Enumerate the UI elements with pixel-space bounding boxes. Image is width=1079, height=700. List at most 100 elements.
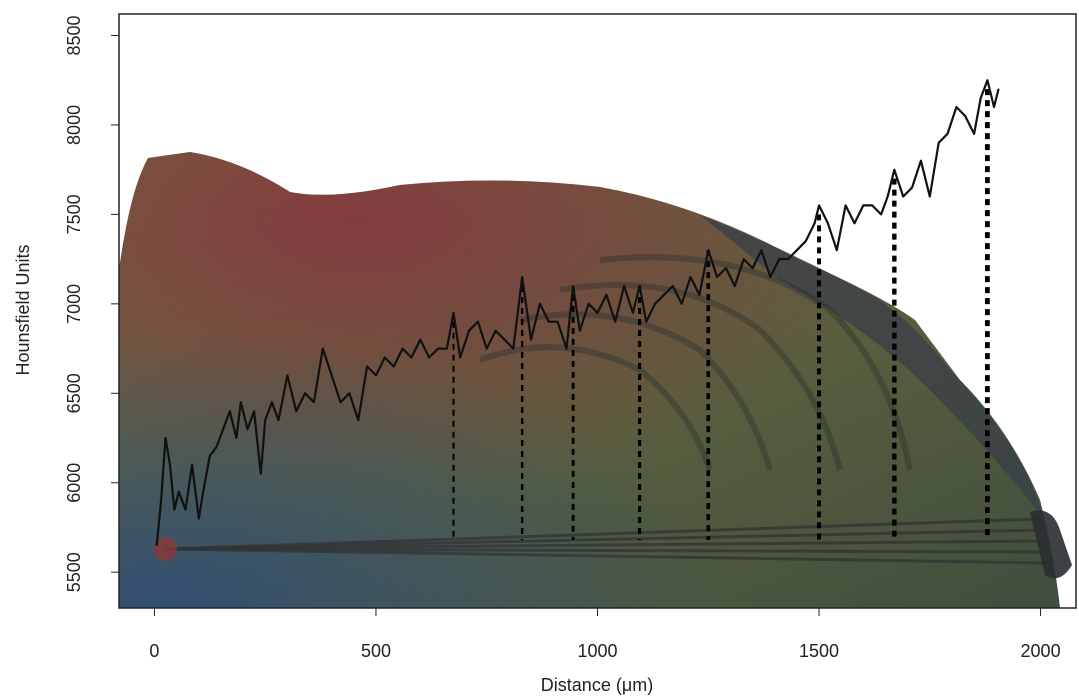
scan-end-marker — [1030, 510, 1072, 579]
data-point — [886, 195, 889, 198]
x-tick-label: 2000 — [1021, 641, 1061, 661]
data-point — [419, 338, 422, 341]
data-point — [437, 347, 439, 350]
data-point — [375, 374, 377, 377]
data-point — [494, 329, 497, 332]
data-point — [979, 97, 982, 99]
data-point — [725, 267, 727, 269]
data-point — [264, 419, 267, 421]
data-point — [271, 401, 273, 404]
data-point — [596, 311, 599, 314]
data-point — [862, 204, 865, 207]
data-point — [973, 133, 975, 135]
data-point — [197, 517, 200, 520]
data-point — [295, 410, 298, 412]
data-point — [521, 276, 523, 278]
data-point — [348, 392, 351, 395]
data-point — [911, 186, 913, 189]
data-point — [202, 490, 204, 493]
data-point — [672, 285, 674, 287]
data-point — [253, 410, 255, 412]
data-point — [286, 374, 289, 377]
x-tick-label: 1000 — [577, 641, 617, 661]
data-point — [184, 508, 187, 511]
data-point — [578, 329, 581, 332]
y-tick-label: 8500 — [64, 15, 84, 55]
x-tick-label: 0 — [149, 641, 159, 661]
data-point — [191, 464, 193, 466]
data-point — [209, 455, 211, 457]
data-point — [246, 428, 249, 430]
data-point — [547, 320, 550, 323]
y-tick-label: 6000 — [64, 463, 84, 503]
data-point — [813, 222, 816, 225]
data-point — [605, 294, 608, 296]
data-point — [164, 437, 167, 439]
data-point — [751, 267, 754, 269]
data-point — [928, 195, 931, 198]
data-point — [428, 356, 430, 359]
data-point — [384, 356, 386, 359]
data-point — [920, 159, 922, 162]
data-point — [169, 464, 171, 466]
data-point — [645, 320, 648, 323]
data-point — [173, 508, 176, 511]
data-point — [228, 410, 231, 412]
data-point — [330, 374, 333, 377]
data-point — [452, 311, 455, 314]
data-point — [401, 347, 404, 350]
data-point — [556, 320, 559, 323]
data-point — [893, 168, 896, 171]
y-tick-label: 8000 — [64, 105, 84, 145]
data-point — [787, 258, 789, 260]
data-point — [654, 303, 656, 305]
data-point — [986, 79, 989, 81]
data-point — [955, 106, 958, 108]
data-point — [844, 204, 847, 207]
data-point — [769, 276, 772, 278]
y-tick-label: 5500 — [64, 552, 84, 592]
data-point — [707, 249, 710, 251]
data-point — [313, 401, 315, 404]
data-point — [871, 204, 873, 207]
background-image — [119, 152, 1072, 608]
y-tick-label: 7000 — [64, 284, 84, 324]
data-point — [277, 419, 280, 421]
data-point — [339, 401, 342, 404]
data-point — [485, 347, 488, 350]
data-point — [235, 437, 238, 439]
data-point — [778, 258, 780, 260]
data-point — [993, 106, 995, 108]
data-point — [259, 473, 262, 475]
data-point — [240, 401, 242, 404]
data-point — [760, 249, 763, 251]
data-point — [614, 320, 617, 323]
data-point — [716, 276, 718, 278]
data-point — [539, 303, 541, 305]
data-point — [818, 204, 820, 207]
data-point — [477, 320, 479, 323]
data-point — [964, 115, 967, 117]
growth-bands — [478, 254, 913, 471]
data-point — [160, 499, 162, 502]
data-point — [698, 294, 701, 296]
data-point — [512, 347, 515, 350]
data-point — [663, 294, 665, 296]
x-tick-label: 1500 — [799, 641, 839, 661]
data-point — [827, 222, 829, 225]
data-point — [572, 285, 574, 287]
data-point — [503, 338, 506, 341]
data-point — [468, 329, 470, 332]
x-tick-label: 500 — [361, 641, 391, 661]
data-point — [835, 249, 838, 251]
data-point — [796, 249, 798, 251]
data-point — [410, 356, 413, 359]
data-point — [902, 195, 905, 198]
data-point — [446, 347, 448, 350]
data-point — [587, 303, 590, 305]
data-point — [689, 276, 692, 278]
data-point — [853, 222, 856, 225]
data-point — [357, 419, 360, 421]
data-point — [530, 338, 532, 341]
data-point — [304, 392, 306, 395]
